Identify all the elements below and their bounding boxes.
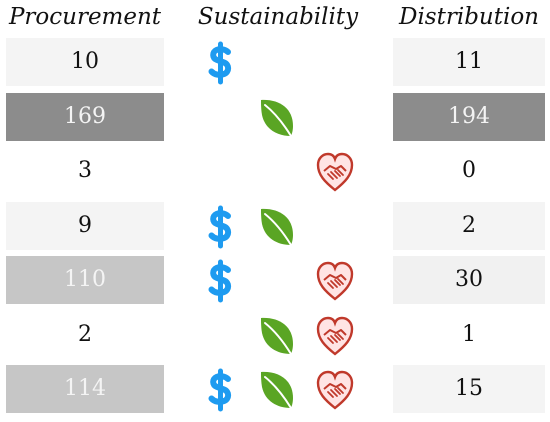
- handshake-heart-icon: [315, 150, 355, 194]
- handshake-heart-icon: [315, 368, 355, 412]
- dollar-icon: [201, 259, 241, 303]
- leaf-icon: [257, 314, 297, 358]
- distribution-cell: 30: [393, 256, 545, 304]
- procurement-cell: 110: [6, 256, 164, 304]
- leaf-icon: [257, 205, 297, 249]
- procurement-cell: 2: [6, 310, 164, 359]
- procurement-cell: 114: [6, 365, 164, 413]
- distribution-cell: 11: [393, 38, 545, 86]
- leaf-icon: [257, 368, 297, 412]
- dollar-icon: [201, 205, 241, 249]
- leaf-icon: [257, 96, 297, 140]
- procurement-cell: 169: [6, 92, 164, 141]
- header-sustainability: Sustainability: [197, 4, 359, 30]
- handshake-heart-icon: [315, 314, 355, 358]
- procurement-cell: 10: [6, 38, 164, 86]
- header-distribution: Distribution: [399, 4, 539, 30]
- dollar-icon: [201, 41, 241, 85]
- procurement-cell: 3: [6, 147, 164, 195]
- distribution-cell: 2: [393, 201, 545, 250]
- procurement-cell: 9: [6, 201, 164, 250]
- distribution-cell: 0: [393, 147, 545, 195]
- distribution-cell: 1: [393, 310, 545, 359]
- header-procurement: Procurement: [8, 4, 162, 30]
- dollar-icon: [201, 368, 241, 412]
- distribution-cell: 194: [393, 92, 545, 141]
- distribution-cell: 15: [393, 365, 545, 413]
- handshake-heart-icon: [315, 259, 355, 303]
